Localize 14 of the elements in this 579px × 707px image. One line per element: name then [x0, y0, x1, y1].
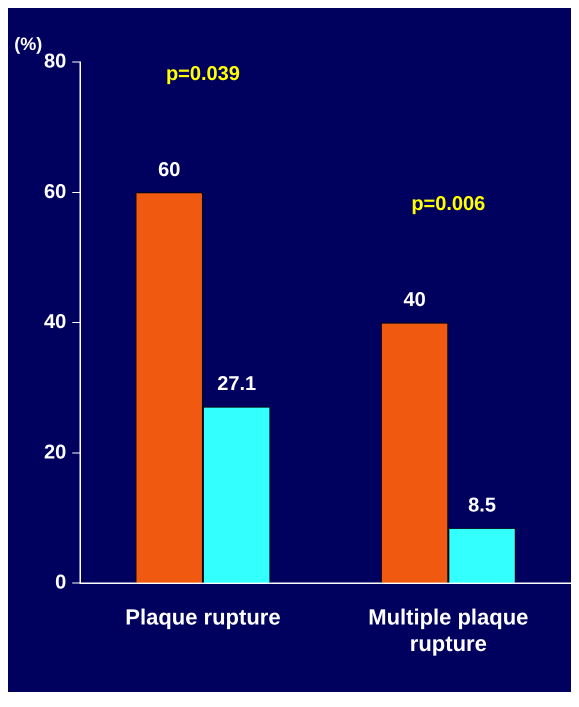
y-tick-label: 80 — [44, 50, 66, 73]
y-tick-label: 0 — [55, 572, 66, 594]
y-tick-label: 60 — [44, 180, 66, 203]
x-tick-label: Multiple plaque rupture — [368, 604, 528, 656]
y-axis-title: (%) — [14, 34, 42, 54]
annotation: p=0.039 — [166, 62, 240, 85]
data-label: 40 — [403, 289, 426, 312]
data-label: 60 — [158, 158, 180, 181]
y-tick-label: 20 — [44, 441, 66, 464]
annotation: p=0.006 — [411, 193, 486, 216]
y-tick-label: 40 — [44, 311, 66, 334]
x-tick-label: Plaque rupture — [125, 604, 281, 630]
data-label: 27.1 — [217, 373, 256, 396]
data-label: 8.5 — [468, 494, 496, 516]
